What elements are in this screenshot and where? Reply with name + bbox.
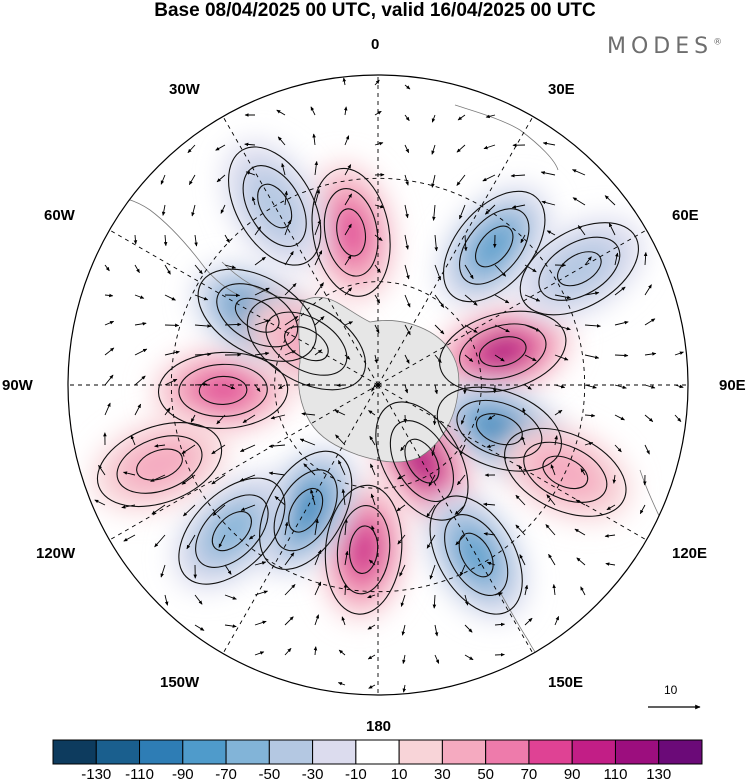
label-lon-150w: 150W	[160, 674, 199, 691]
label-lon-60e: 60E	[672, 207, 699, 224]
colorbar	[53, 740, 702, 764]
colorbar-tick-label: -130	[81, 766, 111, 783]
label-lon-120e: 120E	[672, 545, 707, 562]
colorbar-swatch	[269, 740, 312, 764]
colorbar-swatch	[96, 740, 139, 764]
colorbar-swatch	[226, 740, 269, 764]
colorbar-swatch	[659, 740, 702, 764]
colorbar-swatch	[313, 740, 356, 764]
colorbar-tick-label: -70	[215, 766, 237, 783]
colorbar-tick-label: 70	[521, 766, 538, 783]
label-lon-120w: 120W	[36, 545, 75, 562]
label-lon-30w: 30W	[169, 81, 200, 98]
colorbar-swatch	[356, 740, 399, 764]
colorbar-tick-label: -30	[302, 766, 324, 783]
label-lon-0: 0	[371, 36, 379, 53]
colorbar-swatch	[140, 740, 183, 764]
label-lon-150e: 150E	[548, 674, 583, 691]
colorbar-swatch	[615, 740, 658, 764]
vector-scale-label: 10	[664, 683, 677, 697]
colorbar-tick-label: -50	[258, 766, 280, 783]
colorbar-tick-label: 130	[646, 766, 671, 783]
label-lon-180: 180	[366, 718, 391, 735]
colorbar-tick-label: -110	[125, 766, 154, 783]
colorbar-tick-label: -90	[172, 766, 194, 783]
wind-arrow	[615, 355, 628, 356]
colorbar-tick-label: 30	[434, 766, 451, 783]
polar-map	[0, 0, 750, 783]
colorbar-swatch	[486, 740, 529, 764]
colorbar-tick-label: 50	[477, 766, 494, 783]
colorbar-swatch	[183, 740, 226, 764]
colorbar-swatch	[442, 740, 485, 764]
colorbar-tick-label: 90	[564, 766, 581, 783]
colorbar-swatch	[572, 740, 615, 764]
colorbar-tick-label: 10	[391, 766, 408, 783]
label-lon-90e: 90E	[719, 377, 746, 394]
colorbar-swatch	[529, 740, 572, 764]
label-lon-60w: 60W	[44, 207, 75, 224]
colorbar-swatch	[53, 740, 96, 764]
label-lon-30e: 30E	[548, 81, 575, 98]
colorbar-tick-label: 110	[603, 766, 627, 783]
colorbar-tick-label: -10	[345, 766, 367, 783]
colorbar-swatch	[399, 740, 442, 764]
label-lon-90w: 90W	[2, 377, 33, 394]
